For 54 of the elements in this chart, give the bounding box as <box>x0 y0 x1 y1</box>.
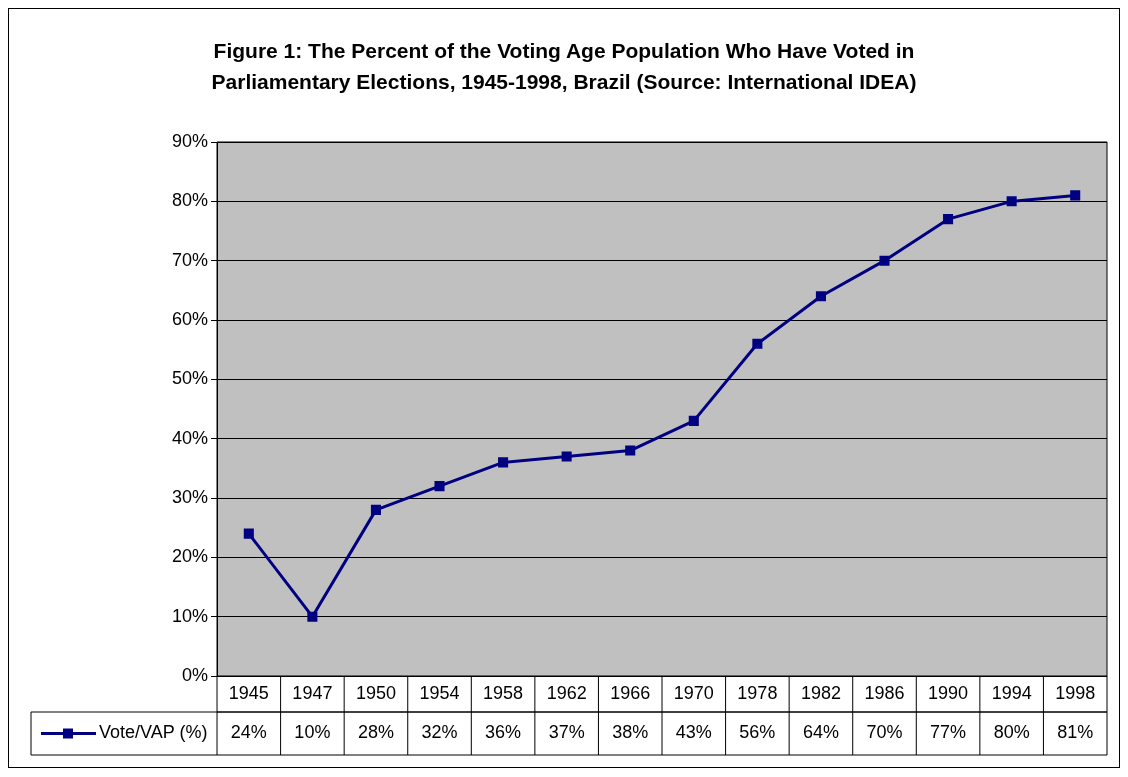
y-tick-label: 20% <box>172 546 209 567</box>
point <box>307 611 318 622</box>
x-tick-label: 1982 <box>800 682 841 703</box>
x-tick-label: 1990 <box>928 682 969 703</box>
point <box>879 255 890 266</box>
y-tick-label: 30% <box>172 486 209 507</box>
chart-title: Figure 1: The Percent of the Voting Age Population Who Have Voted in Parliamentary Elections, 1945-1998, Brazil (Source: International IDEA) <box>210 38 918 95</box>
point <box>688 415 699 426</box>
data-label: 36% <box>485 722 522 743</box>
x-tick-label: 1986 <box>864 682 905 703</box>
data-label: 56% <box>739 722 776 743</box>
x-tick-label: 1962 <box>546 682 587 703</box>
x-tick-label: 1954 <box>419 682 460 703</box>
data-label: 43% <box>675 722 712 743</box>
y-tick-label: 80% <box>172 190 209 211</box>
data-label: 77% <box>930 722 967 743</box>
point <box>943 214 954 225</box>
x-tick-label: 1950 <box>355 682 396 703</box>
point <box>434 481 445 492</box>
x-tick-label: 1966 <box>610 682 651 703</box>
y-tick-label: 60% <box>172 308 209 329</box>
point <box>1070 190 1081 201</box>
data-label: 28% <box>357 722 394 743</box>
data-label: 80% <box>993 722 1030 743</box>
point <box>370 504 381 515</box>
x-tick-label: 1978 <box>737 682 778 703</box>
y-tick-label: 10% <box>172 605 209 626</box>
x-tick-label: 1958 <box>483 682 524 703</box>
x-tick-label: 1945 <box>228 682 269 703</box>
data-label: 81% <box>1057 722 1094 743</box>
x-tick-label: 1970 <box>673 682 714 703</box>
x-tick-label: 1998 <box>1055 682 1096 703</box>
legend-label: Vote/VAP (%) <box>99 722 208 743</box>
x-tick-label: 1947 <box>292 682 333 703</box>
data-label: 64% <box>802 722 839 743</box>
data-label: 37% <box>548 722 585 743</box>
data-label: 70% <box>866 722 903 743</box>
point <box>1006 196 1017 207</box>
point <box>498 457 509 468</box>
point <box>561 451 572 462</box>
data-label: 38% <box>612 722 649 743</box>
y-tick-label: 0% <box>182 664 209 685</box>
point <box>815 291 826 302</box>
data-label: 10% <box>294 722 331 743</box>
point <box>752 338 763 349</box>
y-tick-label: 50% <box>172 368 209 389</box>
y-tick-label: 70% <box>172 249 209 270</box>
x-tick-label: 1994 <box>991 682 1032 703</box>
point <box>243 528 254 539</box>
point <box>625 445 636 456</box>
y-tick-label: 90% <box>172 130 209 151</box>
data-label: 32% <box>421 722 458 743</box>
y-tick-label: 40% <box>172 427 209 448</box>
data-label: 24% <box>230 722 267 743</box>
